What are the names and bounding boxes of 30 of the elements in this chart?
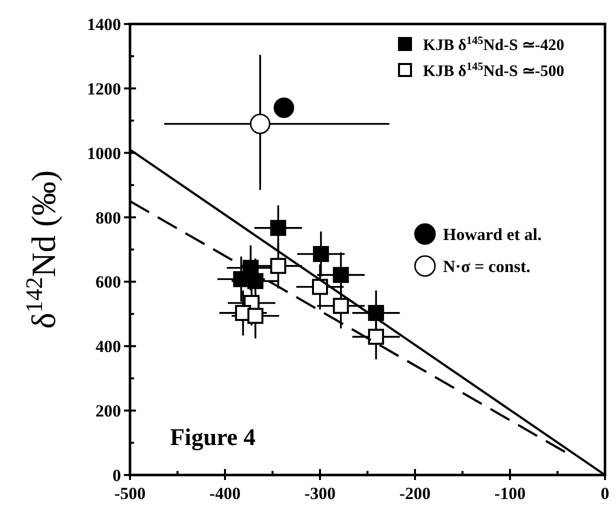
legend-label: KJB δ$^{145}$Nd-S ≃-500 — [423, 61, 564, 80]
x-tick-label: -500 — [114, 484, 146, 503]
y-tick-label: 1000 — [87, 144, 121, 163]
x-tick-label: -400 — [209, 484, 241, 503]
y-tick-label: 0 — [112, 466, 121, 485]
x-tick-label: -200 — [399, 484, 431, 503]
point — [270, 220, 286, 236]
point — [332, 266, 349, 283]
y-tick-label: 800 — [96, 208, 121, 228]
x-tick-label: -300 — [304, 484, 336, 503]
annotation: Figure 4 — [170, 425, 256, 451]
point — [312, 246, 329, 262]
point — [312, 278, 328, 295]
legend-label: Howard et al. — [443, 225, 542, 244]
x-tick-label: -100 — [494, 484, 526, 503]
point — [247, 308, 264, 324]
point — [233, 271, 250, 288]
point — [368, 328, 384, 345]
y-tick-label: 1200 — [87, 79, 121, 98]
legend-label: N·σ = const. — [443, 257, 530, 276]
point — [332, 298, 349, 314]
legend-label: KJB δ$^{145}$Nd-S ≃-420 — [423, 35, 564, 54]
point — [274, 98, 294, 118]
point — [270, 258, 286, 274]
y-tick-label: 400 — [96, 337, 121, 356]
y-tick-label: 1400 — [87, 15, 121, 34]
y-tick-label: 600 — [96, 272, 121, 292]
point — [250, 114, 270, 134]
y-tick-label: 200 — [96, 402, 121, 421]
x-tick-label: 0 — [600, 484, 610, 503]
